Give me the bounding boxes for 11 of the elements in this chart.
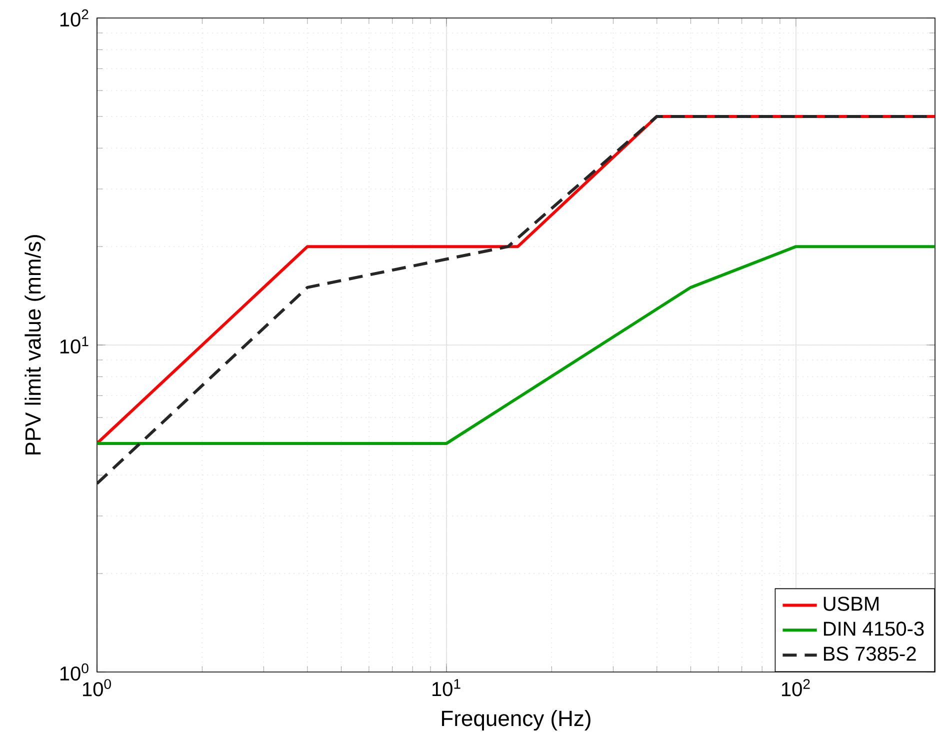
x-tick-label: 10$^{1}$: [432, 679, 460, 696]
x-tick-label: 10$^{0}$: [83, 679, 111, 696]
legend-label: BS 7385-2: [824, 646, 916, 661]
legend-label: DIN 4150-3: [824, 622, 924, 636]
y-axis-title: PPV limit value (mm/s): [24, 235, 46, 454]
y-tick-label: 10$^{0}$: [60, 663, 88, 681]
y-tick-label: 10$^{2}$: [60, 9, 88, 27]
x-tick-label: 10$^{2}$: [782, 679, 810, 696]
y-tick-label: 10$^{1}$: [60, 336, 88, 354]
x-axis-title: Frequency (Hz): [442, 710, 590, 731]
legend-label: USBM: [824, 596, 878, 611]
